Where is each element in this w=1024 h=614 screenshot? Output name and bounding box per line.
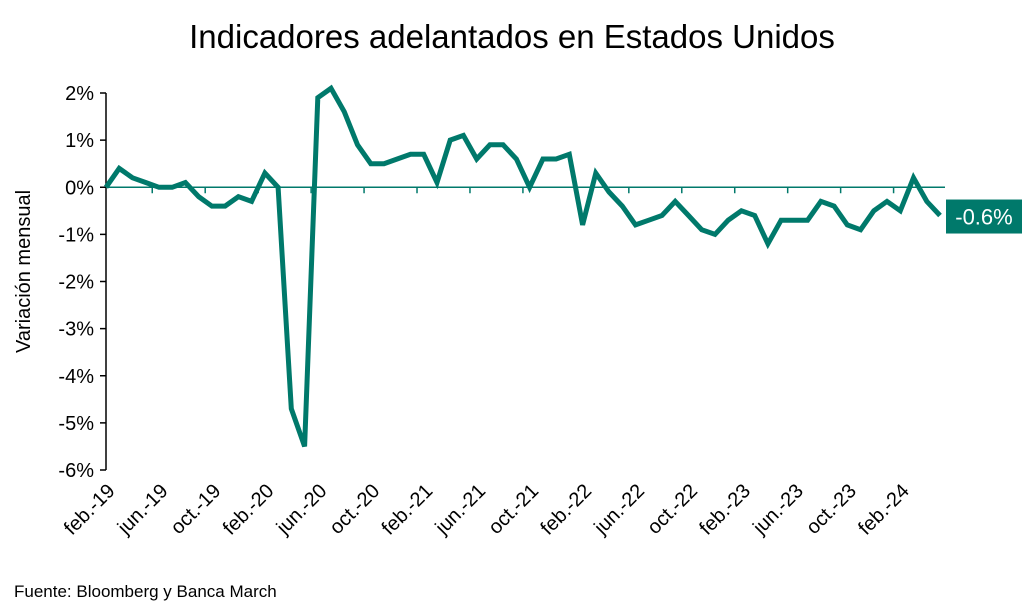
y-tick-label: -6% (58, 460, 94, 482)
y-axis-label: Variación mensual (13, 190, 35, 353)
y-tick-label: -5% (58, 413, 94, 435)
source-note: Fuente: Bloomberg y Banca March (14, 582, 277, 601)
series-line (103, 84, 942, 448)
x-tick-label: oct.-19 (167, 480, 226, 539)
y-tick-label: 1% (65, 130, 94, 152)
y-tick-label: -2% (58, 272, 94, 294)
y-tick-label: -4% (58, 366, 94, 388)
x-tick-label: feb.-21 (378, 480, 438, 540)
last-value-label: -0.6% (955, 205, 1012, 230)
y-tick-label: 2% (65, 83, 94, 105)
x-tick-label: oct.-23 (802, 480, 861, 539)
last-value-badge (946, 199, 1022, 234)
x-tick-label: oct.-20 (325, 480, 384, 539)
x-tick-label: jun.-19 (113, 480, 173, 540)
x-tick-label: jun.-23 (748, 480, 808, 540)
y-tick-label: 0% (65, 177, 94, 199)
x-tick-label: oct.-21 (484, 480, 543, 539)
x-tick-label: feb.-23 (695, 480, 755, 540)
x-tick-label: jun.-21 (431, 480, 491, 540)
y-tick-label: -3% (58, 319, 94, 341)
x-tick-label: jun.-22 (590, 480, 650, 540)
x-tick-label: jun.-20 (272, 480, 332, 540)
chart-title: Indicadores adelantados en Estados Unido… (189, 18, 835, 55)
x-tick-label: oct.-22 (643, 480, 702, 539)
x-tick-label: feb.-20 (219, 480, 279, 540)
x-tick-label: feb.-19 (60, 480, 120, 540)
x-tick-label: feb.-24 (854, 480, 914, 540)
y-tick-label: -1% (58, 224, 94, 246)
x-tick-label: feb.-22 (537, 480, 597, 540)
